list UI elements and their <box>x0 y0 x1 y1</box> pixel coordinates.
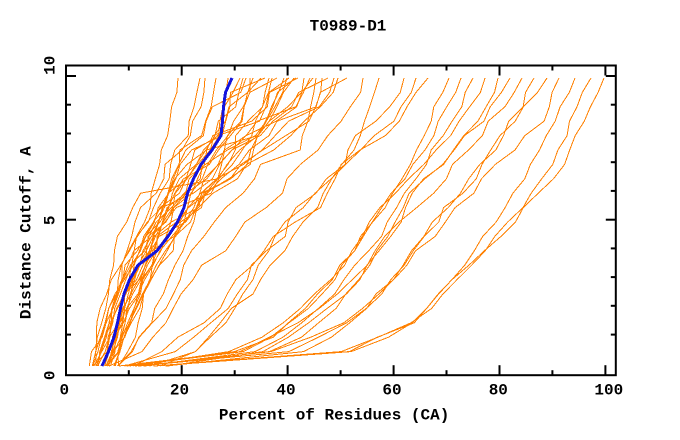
svg-text:100: 100 <box>594 381 623 399</box>
svg-text:10: 10 <box>42 56 60 75</box>
svg-text:0: 0 <box>59 381 69 399</box>
svg-text:Distance Cutoff, A: Distance Cutoff, A <box>18 146 36 319</box>
svg-text:80: 80 <box>489 381 508 399</box>
svg-text:40: 40 <box>276 381 295 399</box>
svg-text:Percent of Residues (CA): Percent of Residues (CA) <box>219 407 449 425</box>
svg-text:60: 60 <box>382 381 401 399</box>
svg-text:0: 0 <box>42 370 60 380</box>
svg-text:5: 5 <box>42 215 60 225</box>
svg-text:T0989-D1: T0989-D1 <box>310 17 387 35</box>
svg-text:20: 20 <box>170 381 189 399</box>
